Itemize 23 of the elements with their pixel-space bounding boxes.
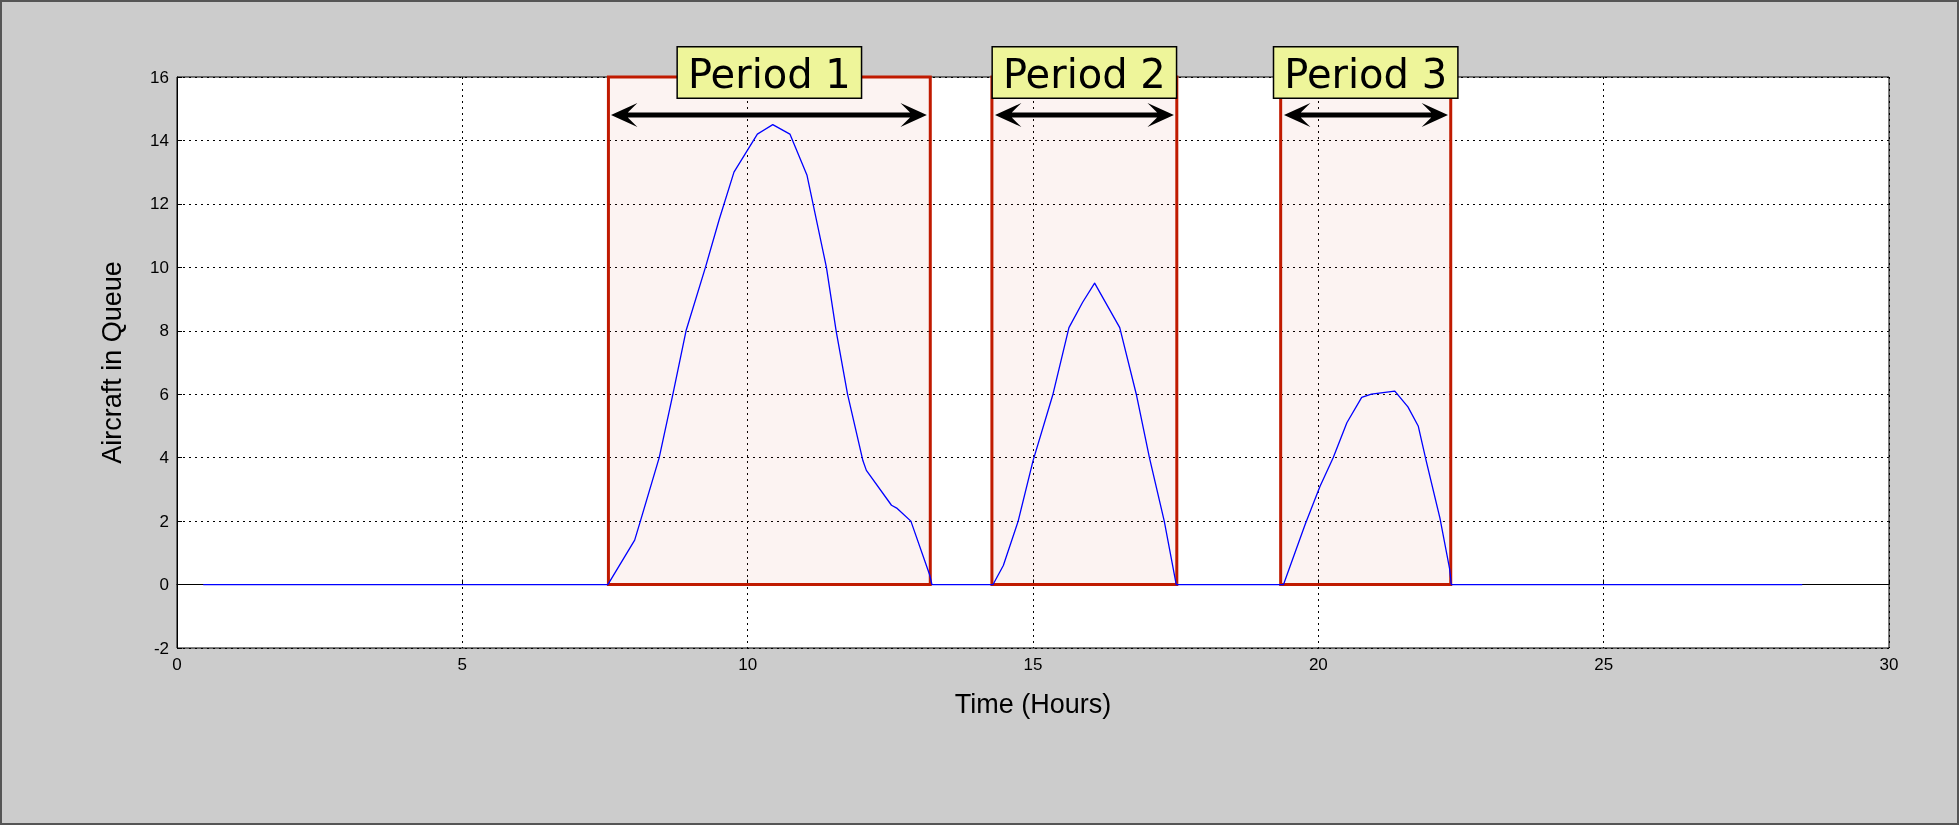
y-tick-label: 14	[150, 130, 169, 150]
line-series	[202, 123, 1803, 586]
y-tick-label: 2	[159, 511, 169, 531]
y-axis-title: Aircraft in Queue	[96, 261, 127, 464]
y-tick-label: -2	[153, 638, 169, 658]
band-label: Period 1	[687, 50, 851, 97]
x-tick-label: 15	[1023, 655, 1043, 674]
y-tick-label: 4	[159, 448, 169, 468]
x-tick-label: 30	[1879, 655, 1899, 674]
x-tick-label: 5	[457, 655, 468, 674]
x-tick-label: 0	[172, 655, 182, 674]
y-tick-label: 8	[159, 321, 169, 341]
band-label: Period 3	[1284, 50, 1448, 97]
band-label: Period 2	[1002, 50, 1166, 97]
y-tick-label: 0	[159, 575, 169, 595]
x-tick-label: 25	[1594, 655, 1614, 674]
y-tick-label: 6	[159, 384, 169, 404]
x-axis-title: Time (Hours)	[954, 688, 1112, 719]
x-tick-label: 10	[738, 655, 758, 674]
y-tick-label: 10	[150, 257, 169, 277]
y-tick-label: 16	[150, 67, 169, 87]
y-tick-label: 12	[150, 194, 169, 214]
x-tick-label: 20	[1308, 655, 1328, 674]
